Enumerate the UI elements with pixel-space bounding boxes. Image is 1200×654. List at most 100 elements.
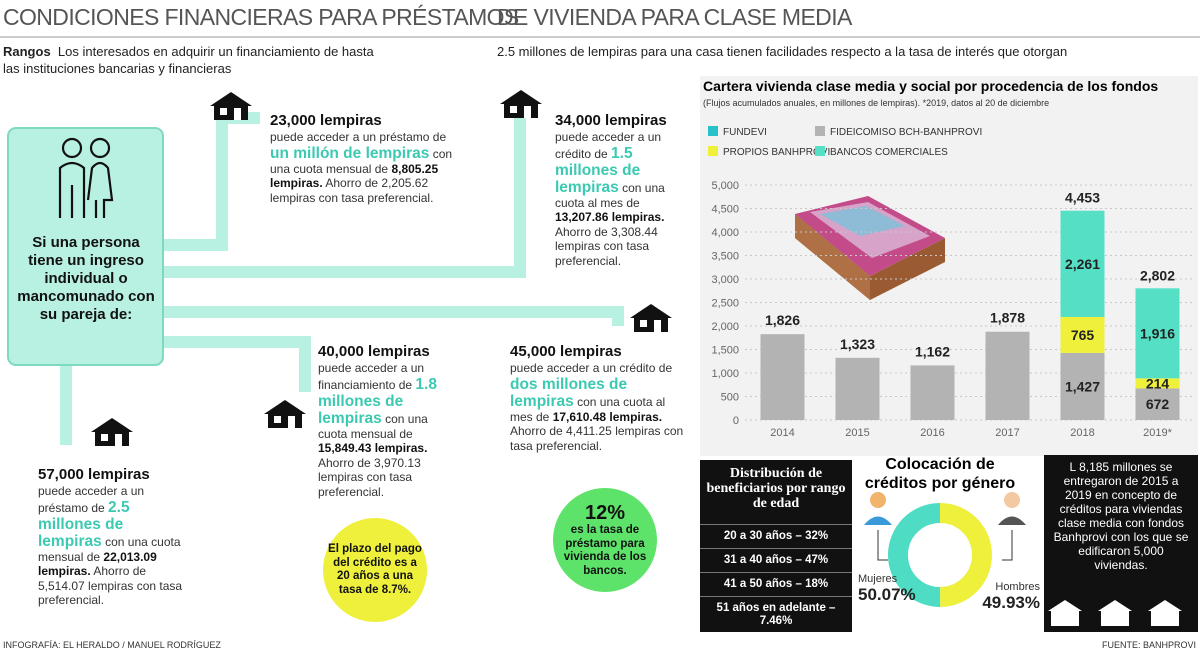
- case-middle: con una cuota al mes de: [510, 394, 666, 424]
- case-text: 34,000 lempiras puede acceder a un crédit…: [555, 112, 690, 268]
- y-tick-label: 0: [733, 415, 739, 427]
- bar-segment: [1060, 316, 1105, 353]
- bar-value-label: 1,916: [1140, 325, 1175, 341]
- footer-credit: INFOGRAFÍA: EL HERALDO / MANUEL RODRÍGUE…: [3, 640, 221, 650]
- case-intro: puede acceder a un crédito de: [510, 361, 673, 375]
- legend-swatch: [708, 126, 718, 136]
- x-tick-label: 2019*: [1143, 427, 1172, 439]
- rate-value: 12%: [584, 502, 626, 524]
- case-payment: 13,207.86 lempiras.: [555, 210, 665, 224]
- age-row: 20 a 30 años – 32%: [700, 524, 852, 548]
- case-highlight: dos millones de lempiras: [510, 375, 628, 410]
- income-box: [7, 127, 164, 366]
- chart-title: Cartera vivienda clase media y social po…: [703, 78, 1158, 94]
- bar-value-label: 1,427: [1065, 378, 1100, 394]
- bar-segment: [1135, 288, 1180, 379]
- case-amount: 57,000 lempiras: [38, 466, 150, 483]
- y-tick-label: 1,000: [711, 368, 739, 380]
- y-tick-label: 3,000: [711, 274, 739, 286]
- bar-segment: [835, 357, 880, 420]
- age-row: 41 a 50 años – 18%: [700, 572, 852, 596]
- case-middle: con una cuota mensual de: [38, 534, 181, 564]
- bar-value-label: 2,261: [1065, 256, 1100, 272]
- legend-swatch: [815, 126, 825, 136]
- title-left: CONDICIONES FINANCIERAS PARA PRÉSTAMOS: [3, 4, 519, 30]
- case-intro: puede acceder a un préstamo de: [270, 130, 447, 144]
- income-text: Si una persona tiene un ingreso individu…: [17, 234, 155, 323]
- bar-value-label: 1,323: [840, 336, 875, 352]
- case-highlight: 1.5 millones de lempiras: [555, 144, 641, 196]
- donut-title: Colocación de créditos por género: [865, 456, 1015, 492]
- case-payment: 8,805.25 lempiras.: [270, 161, 439, 191]
- legend-swatch: [708, 146, 718, 156]
- bar-value-label: 1,162: [915, 343, 950, 359]
- legend-swatch: [815, 146, 825, 156]
- donut-value-label: 49.93%: [982, 593, 1040, 612]
- x-tick-label: 2014: [770, 427, 794, 439]
- connectors: [60, 112, 624, 445]
- case-middle: con una cuota mensual de: [270, 146, 453, 176]
- case-middle: con una cuota mensual de: [318, 411, 428, 441]
- age-row: 51 años en adelante – 7.46%: [700, 596, 852, 633]
- summary-text: L 8,185 millones se entregaron de 2015 a…: [1053, 460, 1189, 572]
- case-highlight: 1.8 millones de lempiras: [318, 375, 437, 427]
- footer-source: FUENTE: BANHPROVI: [1101, 640, 1196, 650]
- x-tick-label: 2015: [845, 427, 869, 439]
- x-tick-label: 2018: [1070, 427, 1094, 439]
- case-savings: Ahorro de 3,970.13 lempiras con tasa pre…: [318, 455, 421, 499]
- couple-icon: [58, 137, 114, 218]
- bar-total-label: 2,802: [1140, 267, 1175, 283]
- bar-segment: [1060, 352, 1105, 420]
- intro-label: Rangos: [3, 44, 51, 59]
- case-savings: Ahorro de 5,514.07 lempiras con tasa pre…: [38, 564, 183, 607]
- case-amount: 40,000 lempiras: [318, 343, 430, 360]
- bar-segment: [1135, 388, 1180, 420]
- case-payment: 22,013.09 lempiras.: [38, 549, 157, 579]
- summary-houses: [1048, 600, 1182, 626]
- donut-category: Hombres: [995, 581, 1040, 593]
- bar-segment: [1135, 378, 1180, 389]
- bar-value-label: 765: [1071, 327, 1095, 343]
- title-right: DE VIVIENDA PARA CLASE MEDIA: [497, 4, 852, 30]
- stacked-bar-chart: 0 500 1,000 1,500 2,000 2,500 3,000 3,500 4,000 4…: [708, 126, 1195, 439]
- y-tick-label: 5,000: [711, 180, 739, 192]
- donut-segment: [939, 502, 993, 607]
- case-highlight: 2.5 millones de lempiras: [38, 498, 130, 550]
- term-note: El plazo del pago del crédito es a 20 añ…: [328, 543, 422, 596]
- y-tick-label: 4,000: [711, 227, 739, 239]
- term-bubble: [323, 518, 427, 622]
- bar-total-label: 4,453: [1065, 190, 1100, 206]
- case-amount: 34,000 lempiras: [555, 112, 667, 129]
- gender-icons: [864, 492, 1026, 561]
- bar-segment: [985, 331, 1030, 420]
- y-tick-label: 3,500: [711, 251, 739, 263]
- intro-text: 2.5 millones de lempiras para una casa t…: [497, 44, 1068, 59]
- case-intro: puede acceder a un crédito de: [555, 130, 662, 161]
- legend-label: FIDEICOMISO BCH-BANHPROVI: [830, 127, 982, 138]
- bar-value-label: 214: [1146, 375, 1170, 391]
- bar-value-label: 1,826: [765, 312, 800, 328]
- case-text: 23,000 lempiras puede acceder a un présta…: [270, 112, 465, 205]
- house-icons: [91, 90, 672, 446]
- rate-text: es la tasa de préstamo para vivienda de …: [563, 524, 647, 577]
- case-savings: Ahorro de 2,205.62 lempiras con tasa pre…: [270, 176, 434, 205]
- y-tick-label: 500: [721, 392, 739, 404]
- case-amount: 23,000 lempiras: [270, 112, 382, 129]
- age-title: Distribución de beneficiarios por rango …: [706, 466, 846, 511]
- bar-value-label: 1,878: [990, 310, 1025, 326]
- bar-segment: [910, 365, 955, 420]
- intro-text: las instituciones bancarias y financiera…: [3, 61, 232, 76]
- case-payment: 15,849.43 lempiras.: [318, 441, 428, 455]
- case-savings: Ahorro de 3,308.44 lempiras con tasa pre…: [555, 224, 658, 268]
- x-tick-label: 2016: [920, 427, 944, 439]
- bar-value-label: 672: [1146, 396, 1170, 412]
- legend-label: FUNDEVI: [723, 127, 767, 138]
- case-savings: Ahorro de 4,411.25 lempiras con tasa pre…: [510, 424, 684, 453]
- y-tick-label: 2,000: [711, 321, 739, 333]
- summary-box: [1044, 455, 1198, 632]
- case-amount: 45,000 lempiras: [510, 343, 622, 360]
- chart-subtitle: (Flujos acumulados anuales, en millones …: [703, 98, 1049, 108]
- donut-category: Mujeres: [858, 573, 898, 585]
